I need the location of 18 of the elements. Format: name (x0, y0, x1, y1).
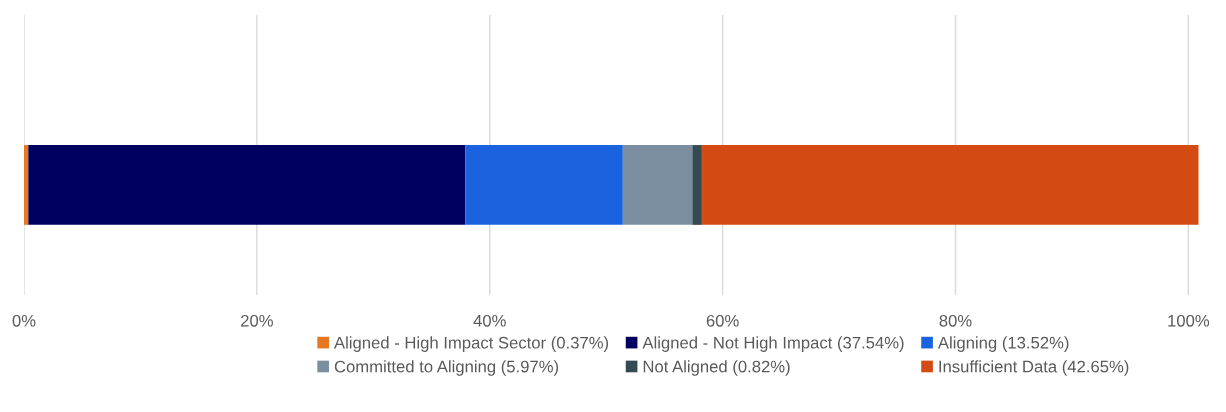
x-tick-label: 60% (706, 314, 739, 327)
legend-label: Aligned - Not High Impact (37.54%) (642, 336, 904, 352)
bar (622, 145, 693, 225)
bar (692, 145, 702, 225)
bar (28, 145, 466, 225)
legend-label: Aligned - High Impact Sector (0.37%) (334, 336, 609, 352)
x-tick-label: 20% (241, 314, 273, 327)
bar (465, 145, 623, 225)
x-tick-label: 100% (1168, 314, 1210, 327)
legend-label: Insufficient Data (42.65%) (939, 360, 1129, 376)
legend-label: Not Aligned (0.82%) (643, 360, 790, 376)
x-tick-label: 40% (473, 314, 506, 327)
legend-label: Aligning (13.52%) (937, 336, 1069, 352)
bar (701, 145, 1199, 225)
x-tick-label: 0% (12, 314, 36, 327)
legend-label: Committed to Aligning (5.97%) (334, 360, 559, 376)
x-tick-label: 80% (939, 314, 972, 327)
bar (24, 145, 29, 225)
